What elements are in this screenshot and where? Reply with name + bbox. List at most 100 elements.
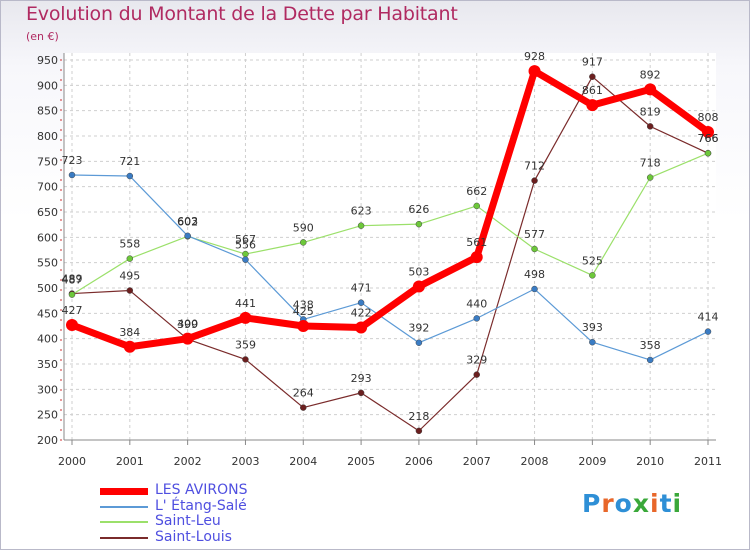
data-label-saint-louis: 264 [293, 387, 314, 400]
data-point-saint-leu [531, 245, 538, 253]
logo-letter: t [659, 489, 673, 518]
grid [64, 53, 716, 441]
y-tick-label: 950 [37, 54, 58, 67]
y-tick-label: 450 [37, 307, 58, 320]
data-label-les-avirons: 561 [466, 236, 487, 249]
data-label-saint-leu: 525 [582, 254, 603, 267]
data-point-l-tang-sal [415, 339, 423, 346]
x-tick-label: 2010 [636, 455, 664, 468]
x-tick-label: 2007 [463, 455, 491, 468]
x-tick-label: 2009 [578, 455, 606, 468]
data-point-l-tang-sal [531, 285, 538, 293]
data-point-les-avirons [66, 318, 78, 331]
data-label-saint-louis: 495 [119, 270, 140, 283]
data-label-les-avirons: 427 [62, 304, 83, 317]
data-label-l-tang-sal: 721 [119, 155, 140, 168]
y-tick-label: 650 [37, 206, 58, 219]
data-point-saint-louis [415, 427, 423, 435]
data-point-saint-louis [357, 389, 365, 397]
data-label-l-tang-sal: 414 [698, 311, 719, 324]
data-point-les-avirons [181, 332, 194, 345]
data-point-l-tang-sal [68, 171, 76, 179]
data-point-l-tang-sal [242, 256, 249, 263]
data-point-l-tang-sal [646, 356, 654, 364]
data-point-saint-leu [415, 220, 423, 228]
y-tick-label: 350 [37, 358, 58, 371]
proxiti-logo: Proxiti [582, 489, 682, 518]
y-tick-label: 550 [37, 257, 58, 270]
data-label-les-avirons: 425 [293, 305, 314, 318]
y-tick-label: 850 [37, 105, 58, 118]
legend-label: Saint-Louis [155, 528, 232, 545]
y-tick-label: 900 [37, 79, 58, 92]
chart-title: Evolution du Montant de la Dette par Hab… [26, 3, 458, 25]
logo-letter: x [632, 489, 650, 518]
data-point-saint-louis [126, 287, 134, 294]
data-label-l-tang-sal: 358 [640, 339, 661, 352]
data-point-les-avirons [586, 99, 599, 112]
data-label-l-tang-sal: 603 [177, 215, 198, 228]
data-label-saint-leu: 623 [351, 205, 372, 218]
logo-letter: i [650, 489, 660, 518]
data-point-l-tang-sal [126, 172, 134, 180]
data-point-saint-leu [473, 202, 480, 210]
legend-swatch [100, 487, 148, 495]
y-tick-label: 200 [37, 434, 58, 447]
data-label-saint-leu: 558 [119, 238, 140, 251]
legend-label: Saint-Leu [155, 513, 221, 529]
data-label-l-tang-sal: 393 [582, 321, 603, 334]
legend-swatch [100, 536, 148, 539]
legend-label: L' Étang-Salé [155, 497, 247, 514]
data-label-saint-louis: 766 [698, 132, 719, 145]
data-label-l-tang-sal: 392 [408, 322, 429, 335]
data-label-saint-louis: 293 [351, 372, 372, 385]
data-point-les-avirons [239, 311, 252, 324]
y-tick-label: 750 [37, 155, 58, 168]
data-label-les-avirons: 400 [177, 318, 198, 331]
data-label-saint-leu: 577 [524, 228, 545, 241]
data-point-saint-leu [126, 255, 134, 262]
x-tick-label: 2000 [58, 455, 86, 468]
logo-letter: i [672, 489, 683, 518]
y-tick-label: 500 [37, 282, 58, 295]
data-label-les-avirons: 892 [640, 68, 661, 81]
logo-letter: r [601, 489, 615, 518]
y-tick-label: 700 [37, 181, 58, 194]
x-tick-label: 2008 [521, 455, 549, 468]
data-point-l-tang-sal [357, 299, 365, 306]
data-label-les-avirons: 503 [408, 265, 429, 278]
x-tick-label: 2003 [231, 455, 259, 468]
data-label-l-tang-sal: 438 [293, 298, 314, 311]
data-label-saint-louis: 399 [177, 318, 198, 331]
x-tick-label: 2005 [347, 455, 375, 468]
data-label-saint-louis: 917 [582, 56, 603, 69]
data-label-l-tang-sal: 471 [351, 282, 372, 295]
data-point-saint-leu [300, 239, 307, 246]
series-line-saint-leu [71, 152, 709, 296]
data-label-l-tang-sal: 498 [524, 268, 545, 281]
data-label-les-avirons: 808 [698, 111, 719, 124]
data-point-saint-leu [68, 291, 76, 298]
data-point-l-tang-sal [184, 232, 191, 240]
data-label-saint-leu: 662 [466, 185, 487, 198]
y-tick-label: 400 [37, 333, 58, 346]
legend-label: LES AVIRONS [155, 482, 248, 498]
chart-unit: (en €) [26, 30, 59, 43]
data-label-l-tang-sal: 723 [62, 154, 83, 167]
data-label-l-tang-sal: 440 [466, 297, 487, 310]
data-label-les-avirons: 384 [119, 326, 140, 339]
data-point-saint-louis [242, 356, 249, 363]
data-label-saint-leu: 567 [235, 233, 256, 246]
data-point-saint-louis [300, 404, 307, 411]
logo-letter: P [582, 489, 602, 518]
data-label-l-tang-sal: 556 [235, 239, 256, 252]
data-point-les-avirons [123, 340, 136, 353]
data-label-les-avirons: 928 [524, 50, 545, 63]
data-label-saint-leu: 718 [640, 157, 661, 170]
data-point-saint-louis [473, 371, 480, 378]
legend-swatch [100, 505, 148, 508]
data-point-les-avirons [702, 125, 714, 138]
data-label-saint-louis: 359 [235, 338, 256, 351]
data-label-saint-louis: 712 [524, 160, 545, 173]
